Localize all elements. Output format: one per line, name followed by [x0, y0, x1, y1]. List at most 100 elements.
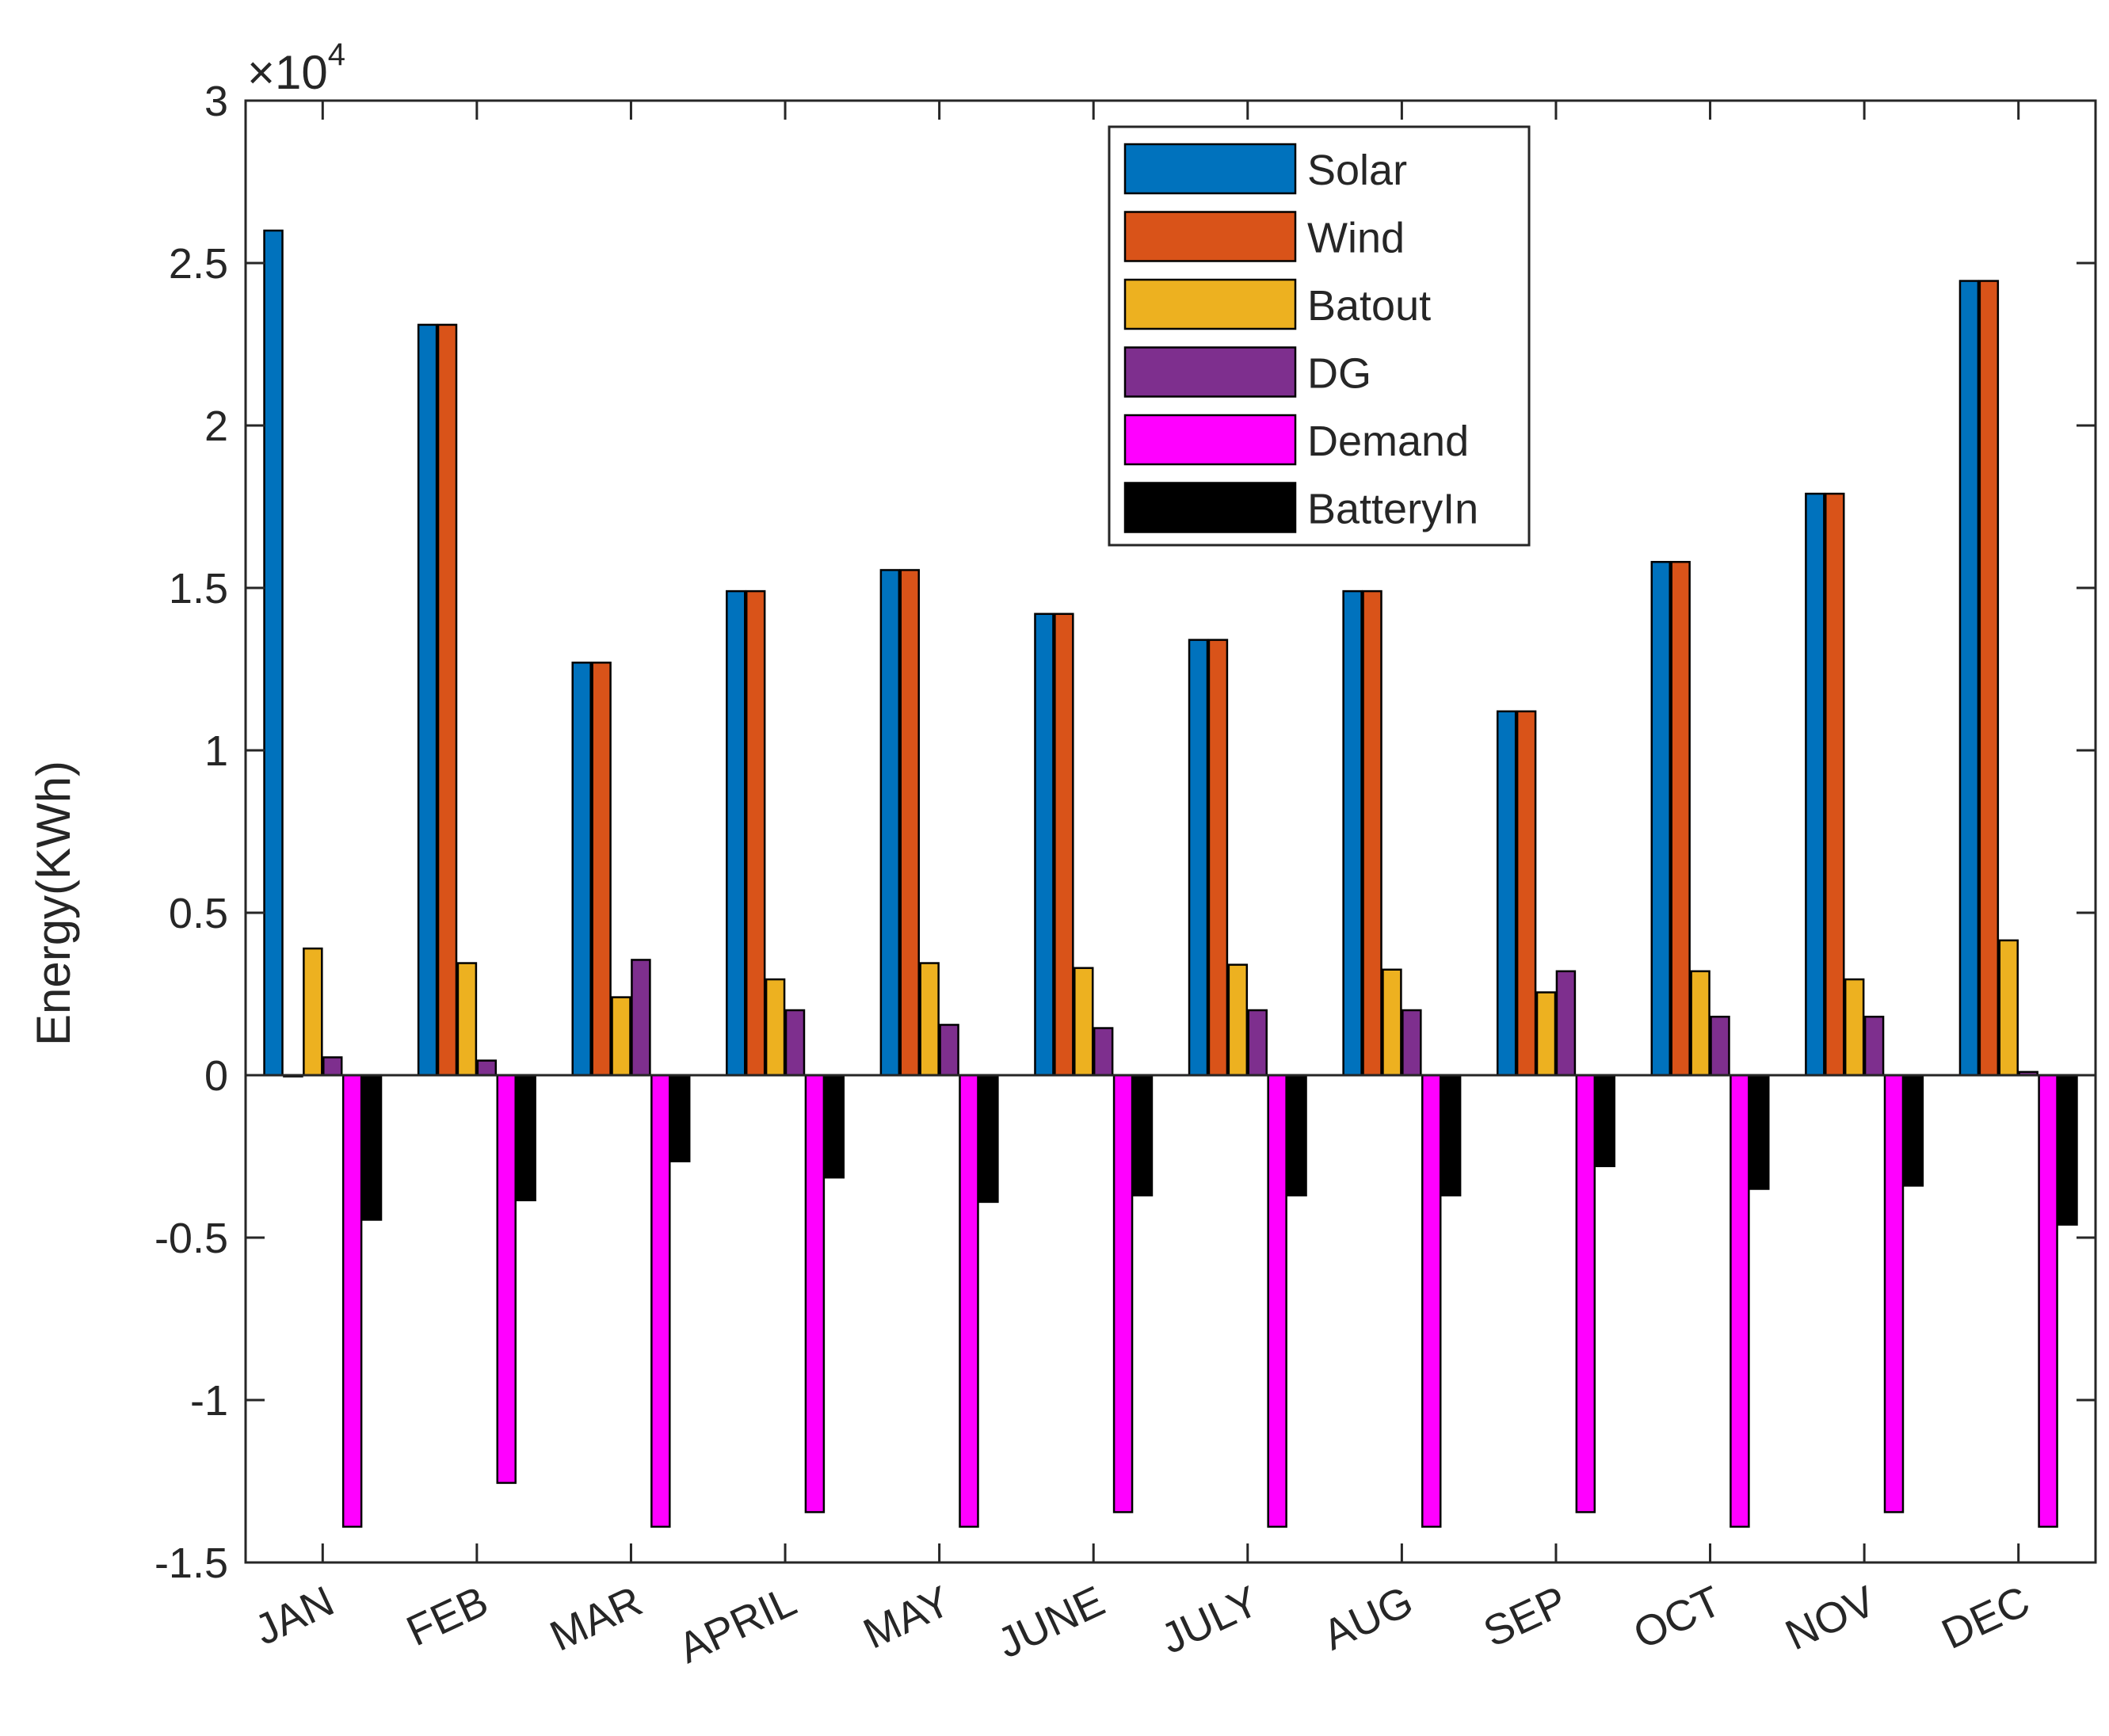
bar-demand-jan: [341, 1074, 363, 1528]
bar-solar-april: [726, 589, 746, 1077]
bar-dg-aug: [1402, 1009, 1422, 1077]
bar-demand-aug: [1421, 1074, 1442, 1528]
legend-swatch-batteryin: [1123, 482, 1297, 533]
bar-dg-sep: [1555, 970, 1577, 1077]
y-tick-label: -1: [190, 1377, 228, 1425]
legend-label-batteryin: BatteryIn: [1307, 486, 1478, 533]
bar-demand-april: [804, 1074, 826, 1513]
bar-dg-feb: [476, 1059, 498, 1077]
bar-solar-nov: [1805, 492, 1825, 1077]
bar-dg-mar: [631, 959, 651, 1077]
bar-batout-july: [1227, 963, 1249, 1077]
bar-wind-aug: [1362, 589, 1382, 1077]
bar-dg-april: [784, 1009, 806, 1077]
bar-demand-june: [1112, 1074, 1134, 1513]
bar-demand-dec: [2038, 1074, 2058, 1528]
y-tick-label: 0.5: [169, 890, 228, 937]
bar-batteryin-jan: [361, 1074, 383, 1221]
bar-dg-oct: [1710, 1015, 1730, 1077]
bar-solar-aug: [1342, 589, 1363, 1077]
bar-wind-april: [745, 589, 766, 1077]
bar-batout-dec: [1998, 939, 2019, 1077]
bar-demand-mar: [650, 1074, 671, 1528]
bar-batout-feb: [456, 962, 478, 1077]
y-tick-label: 2: [204, 403, 228, 450]
legend-label-wind: Wind: [1307, 215, 1405, 262]
y-tick-label: 3: [204, 78, 228, 125]
legend-swatch-batout: [1123, 278, 1297, 330]
legend-label-batout: Batout: [1307, 282, 1431, 330]
bar-wind-mar: [591, 662, 612, 1077]
legend-swatch-dg: [1123, 346, 1297, 398]
bar-batteryin-june: [1132, 1074, 1154, 1196]
bar-solar-jan: [263, 229, 284, 1077]
bar-batteryin-may: [978, 1074, 999, 1204]
bar-batout-aug: [1382, 968, 1402, 1077]
bar-demand-july: [1267, 1074, 1287, 1528]
bar-dg-jan: [322, 1056, 343, 1077]
legend-swatch-demand: [1123, 414, 1297, 466]
bar-wind-sep: [1516, 710, 1537, 1077]
bar-batout-mar: [611, 996, 631, 1077]
y-tick-label: 2.5: [169, 240, 228, 288]
y-tick-label: 1: [204, 727, 228, 775]
bar-batteryin-july: [1287, 1074, 1307, 1196]
bar-batout-may: [919, 962, 940, 1077]
bar-batteryin-sep: [1595, 1074, 1615, 1168]
bar-solar-mar: [571, 662, 592, 1077]
bar-batout-oct: [1690, 970, 1710, 1077]
bar-wind-june: [1054, 612, 1074, 1077]
bar-demand-may: [959, 1074, 979, 1528]
bar-batteryin-mar: [669, 1074, 691, 1162]
bar-batout-june: [1074, 967, 1094, 1077]
bar-demand-nov: [1883, 1074, 1905, 1513]
y-tick-label: -1.5: [154, 1540, 228, 1587]
bar-batout-april: [765, 978, 786, 1077]
bar-batout-sep: [1535, 991, 1557, 1077]
legend-label-dg: DG: [1307, 350, 1371, 398]
y-axis-label: Energy(KWh): [27, 761, 80, 1046]
bar-batout-jan: [303, 947, 323, 1077]
exponent-base: ×10: [247, 46, 328, 99]
bar-solar-may: [879, 569, 901, 1077]
bar-wind-feb: [437, 323, 458, 1077]
y-tick-label: 1.5: [169, 565, 228, 612]
legend: Solar Wind Batout DG Demand BatteryIn: [1108, 125, 1531, 547]
bar-batout-nov: [1844, 978, 1865, 1077]
bar-demand-oct: [1730, 1074, 1750, 1528]
legend-label-demand: Demand: [1307, 418, 1469, 465]
bar-solar-july: [1188, 639, 1209, 1077]
bar-solar-oct: [1650, 560, 1672, 1077]
bar-dg-nov: [1863, 1015, 1885, 1077]
bar-demand-sep: [1575, 1074, 1596, 1513]
bar-batteryin-dec: [2058, 1074, 2078, 1226]
legend-swatch-solar: [1123, 143, 1297, 195]
bar-batteryin-oct: [1749, 1074, 1770, 1190]
legend-label-solar: Solar: [1307, 147, 1407, 194]
bar-solar-june: [1034, 612, 1054, 1077]
bar-batteryin-feb: [516, 1074, 536, 1202]
axis-exponent-label: ×104: [247, 37, 345, 99]
bar-solar-sep: [1496, 710, 1517, 1077]
y-tick-label: 0: [204, 1052, 228, 1100]
exponent-power: 4: [328, 37, 345, 72]
bar-wind-july: [1207, 639, 1229, 1077]
bar-solar-dec: [1958, 280, 1980, 1077]
bar-dg-june: [1093, 1027, 1114, 1077]
bar-dg-july: [1247, 1009, 1268, 1077]
bar-batteryin-nov: [1903, 1074, 1924, 1187]
y-tick-label: -0.5: [154, 1215, 228, 1262]
bar-batteryin-aug: [1440, 1074, 1462, 1196]
bar-wind-nov: [1825, 492, 1845, 1077]
bar-solar-feb: [417, 323, 438, 1077]
bar-wind-oct: [1670, 560, 1691, 1077]
plot-box: [244, 99, 2097, 1564]
bar-wind-may: [899, 569, 920, 1077]
bar-batteryin-april: [824, 1074, 845, 1179]
bar-demand-feb: [496, 1074, 517, 1484]
legend-box: [1108, 125, 1531, 547]
legend-swatch-wind: [1123, 211, 1297, 262]
bar-dg-may: [939, 1024, 959, 1077]
bar-wind-dec: [1978, 280, 2000, 1077]
